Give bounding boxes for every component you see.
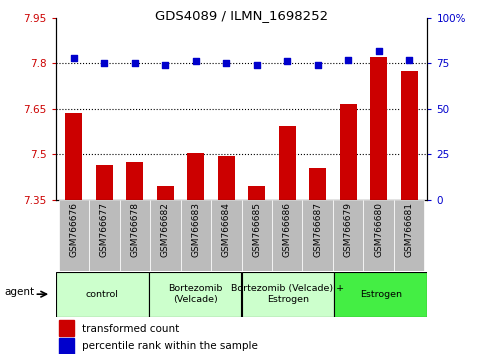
Bar <box>149 272 242 317</box>
Text: GSM766682: GSM766682 <box>161 202 170 257</box>
Text: GSM766683: GSM766683 <box>191 202 200 257</box>
Point <box>253 62 261 68</box>
Text: GSM766686: GSM766686 <box>283 202 292 257</box>
Text: GDS4089 / ILMN_1698252: GDS4089 / ILMN_1698252 <box>155 9 328 22</box>
Bar <box>394 200 425 271</box>
Point <box>405 57 413 62</box>
Bar <box>59 320 74 336</box>
Bar <box>401 71 417 200</box>
Bar <box>211 200 242 271</box>
Text: Bortezomib (Velcade) +
Estrogen: Bortezomib (Velcade) + Estrogen <box>231 285 344 304</box>
Bar <box>333 200 363 271</box>
Text: agent: agent <box>4 287 35 297</box>
Bar <box>89 200 120 271</box>
Bar <box>181 200 211 271</box>
Point <box>284 59 291 64</box>
Point <box>375 48 383 53</box>
Bar <box>242 272 334 317</box>
Text: GSM766678: GSM766678 <box>130 202 139 257</box>
Text: Estrogen: Estrogen <box>360 290 402 299</box>
Bar <box>157 186 174 200</box>
Bar <box>340 104 356 200</box>
Bar <box>279 126 296 200</box>
Text: GSM766677: GSM766677 <box>100 202 109 257</box>
Text: GSM766676: GSM766676 <box>70 202 78 257</box>
Point <box>131 61 139 66</box>
Point <box>161 62 169 68</box>
Bar <box>58 200 89 271</box>
Text: GSM766680: GSM766680 <box>374 202 383 257</box>
Bar <box>370 57 387 200</box>
Point <box>314 62 322 68</box>
Point <box>70 55 78 61</box>
Point <box>222 61 230 66</box>
Bar <box>242 200 272 271</box>
Text: control: control <box>85 290 118 299</box>
Text: transformed count: transformed count <box>82 324 179 333</box>
Bar <box>334 272 427 317</box>
Point <box>344 57 352 62</box>
Text: GSM766684: GSM766684 <box>222 202 231 257</box>
Bar <box>127 162 143 200</box>
Bar <box>363 200 394 271</box>
Text: GSM766685: GSM766685 <box>252 202 261 257</box>
Bar <box>309 168 326 200</box>
Bar <box>56 272 149 317</box>
Bar <box>96 165 113 200</box>
Bar <box>272 200 302 271</box>
Bar <box>248 186 265 200</box>
Text: percentile rank within the sample: percentile rank within the sample <box>82 341 257 351</box>
Point <box>192 59 199 64</box>
Point <box>100 61 108 66</box>
Bar <box>120 200 150 271</box>
Bar <box>218 156 235 200</box>
Text: Bortezomib
(Velcade): Bortezomib (Velcade) <box>168 285 222 304</box>
Text: GSM766679: GSM766679 <box>344 202 353 257</box>
Bar <box>187 153 204 200</box>
Bar <box>150 200 181 271</box>
Text: GSM766681: GSM766681 <box>405 202 413 257</box>
Text: GSM766687: GSM766687 <box>313 202 322 257</box>
Bar <box>66 113 82 200</box>
Bar <box>302 200 333 271</box>
Bar <box>59 338 74 354</box>
